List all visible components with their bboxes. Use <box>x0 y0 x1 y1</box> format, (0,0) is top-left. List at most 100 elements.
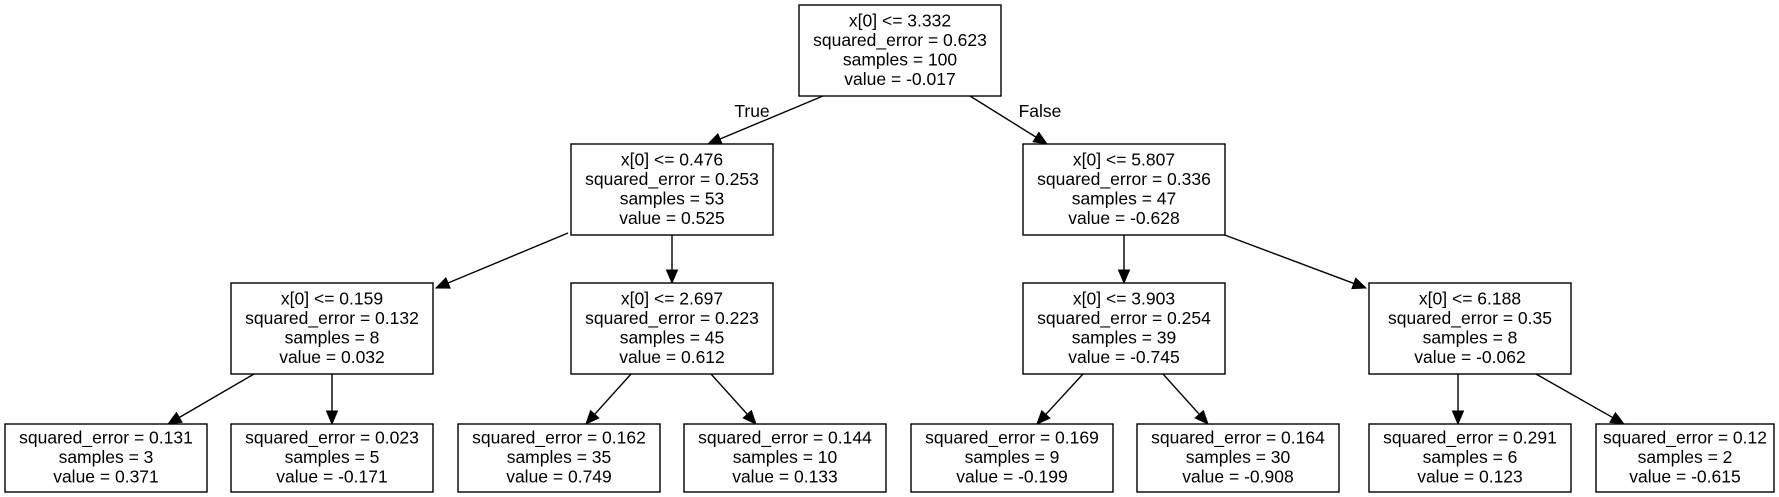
node-box <box>910 423 1114 493</box>
edge-n6-n14 <box>1535 373 1626 425</box>
edge-line <box>710 373 748 415</box>
node-line: value = 0.133 <box>732 467 838 487</box>
edge-line <box>1221 233 1355 285</box>
node-line: value = -0.017 <box>844 69 955 89</box>
arrowhead-icon <box>706 133 723 145</box>
node-line: value = -0.628 <box>1068 208 1179 228</box>
node-line: x[0] <= 5.807 <box>1073 149 1175 169</box>
edge-label: True <box>734 101 769 121</box>
node-box <box>4 423 208 493</box>
node-line: samples = 9 <box>965 447 1060 467</box>
node-line: x[0] <= 3.332 <box>849 10 951 30</box>
node-line: value = 0.123 <box>1417 467 1523 487</box>
arrowhead-icon <box>1036 409 1051 425</box>
node-box <box>1022 282 1226 375</box>
node-line: samples = 47 <box>1072 188 1177 208</box>
node-line: x[0] <= 3.903 <box>1073 288 1175 308</box>
arrowhead-icon <box>1117 269 1131 285</box>
node-box <box>1368 282 1572 375</box>
node-line: x[0] <= 0.159 <box>281 288 383 308</box>
node-box <box>1136 423 1340 493</box>
node-line: squared_error = 0.144 <box>698 428 872 449</box>
node-line: value = 0.371 <box>53 467 159 487</box>
edge-line <box>1535 373 1614 419</box>
arrowhead-icon <box>1032 131 1049 145</box>
node-line: squared_error = 0.023 <box>245 428 419 449</box>
node-line: squared_error = 0.623 <box>813 30 987 51</box>
node-box <box>1022 143 1226 236</box>
node-line: samples = 5 <box>285 447 380 467</box>
node-line: squared_error = 0.132 <box>245 308 419 329</box>
edge-n2-n5 <box>1117 235 1131 285</box>
node-line: samples = 2 <box>1638 447 1733 467</box>
node-box <box>457 423 661 493</box>
arrowhead-icon <box>434 277 451 289</box>
node-line: value = 0.749 <box>506 467 612 487</box>
edge-n2-n6 <box>1221 233 1368 290</box>
edge-line <box>1045 373 1084 415</box>
node-box <box>1595 423 1775 493</box>
edges-layer: True False <box>166 95 1626 426</box>
arrowhead-icon <box>166 411 183 425</box>
edge-n0-n1: True <box>706 95 824 145</box>
edge-n5-n11 <box>1036 373 1084 425</box>
node-line: samples = 100 <box>843 49 958 69</box>
node-line: squared_error = 0.12 <box>1603 428 1767 449</box>
arrowhead-icon <box>585 409 600 425</box>
edge-line <box>1162 373 1200 415</box>
node-line: x[0] <= 6.188 <box>1419 288 1521 308</box>
node-box <box>230 282 434 375</box>
arrowhead-icon <box>1451 410 1465 426</box>
node-line: samples = 8 <box>1423 327 1518 347</box>
node-line: samples = 39 <box>1072 327 1177 347</box>
node-box <box>683 423 887 493</box>
node-line: squared_error = 0.291 <box>1383 428 1557 449</box>
node-line: samples = 3 <box>59 447 154 467</box>
node-line: value = 0.525 <box>619 208 725 228</box>
arrowhead-icon <box>665 269 679 285</box>
arrowhead-icon <box>1351 277 1368 290</box>
node-line: value = -0.615 <box>1629 467 1740 487</box>
node-box <box>798 4 1002 97</box>
edge-n1-n4 <box>665 235 679 285</box>
node-line: value = -0.745 <box>1068 347 1179 367</box>
node-line: squared_error = 0.336 <box>1037 169 1211 190</box>
node-line: value = -0.171 <box>276 467 387 487</box>
edge-n1-n3 <box>434 232 569 289</box>
node-line: squared_error = 0.162 <box>472 428 646 449</box>
node-line: value = -0.062 <box>1414 347 1525 367</box>
edge-line <box>719 95 824 140</box>
edge-line <box>178 373 255 419</box>
edge-line <box>969 95 1037 138</box>
edge-n3-n7 <box>166 373 255 425</box>
arrowhead-icon <box>1194 409 1209 425</box>
node-line: squared_error = 0.253 <box>585 169 759 190</box>
node-line: squared_error = 0.164 <box>1151 428 1325 449</box>
edge-n4-n10 <box>710 373 757 425</box>
node-line: x[0] <= 2.697 <box>621 288 723 308</box>
node-line: value = 0.032 <box>279 347 385 367</box>
node-box <box>570 282 774 375</box>
edge-n5-n12 <box>1162 373 1209 425</box>
node-line: squared_error = 0.35 <box>1388 308 1552 329</box>
node-line: x[0] <= 0.476 <box>621 149 723 169</box>
node-line: squared_error = 0.223 <box>585 308 759 329</box>
node-line: samples = 6 <box>1423 447 1518 467</box>
node-box <box>230 423 434 493</box>
node-line: squared_error = 0.131 <box>19 428 193 449</box>
node-box <box>1368 423 1572 493</box>
arrowhead-icon <box>742 409 757 425</box>
arrowhead-icon <box>1609 411 1626 425</box>
